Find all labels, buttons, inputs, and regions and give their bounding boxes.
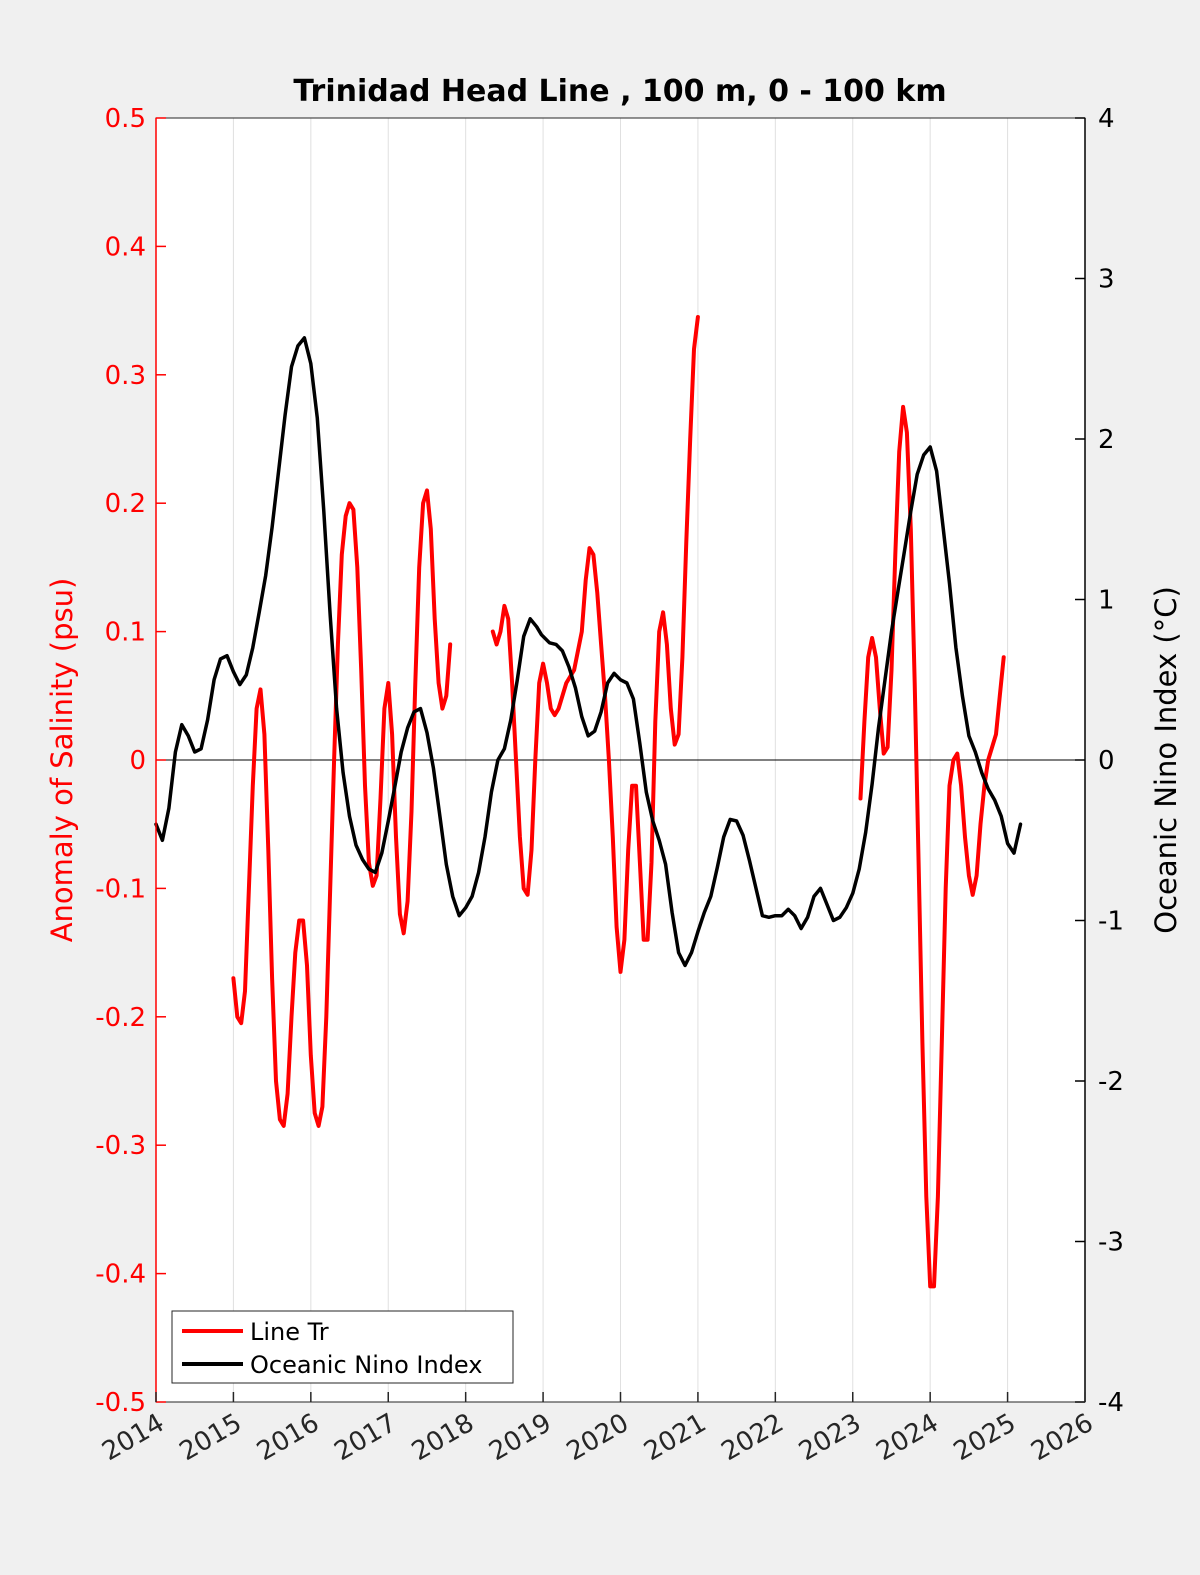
right-tick-label: 4 (1098, 104, 1115, 134)
legend: Line Tr Oceanic Nino Index (171, 1310, 514, 1384)
left-tick-label: -0.2 (95, 1003, 146, 1033)
right-axis-label: Oceanic Nino Index (°C) (1149, 586, 1183, 934)
right-tick-label: -1 (1098, 907, 1124, 937)
series-line-tr (231, 488, 453, 1128)
right-tick-label: 2 (1098, 425, 1115, 455)
legend-label-oni: Oceanic Nino Index (250, 1351, 482, 1379)
left-tick-label: 0.4 (105, 232, 146, 262)
right-tick-label: 0 (1098, 746, 1115, 776)
left-tick-label: -0.4 (95, 1260, 146, 1290)
left-tick-label: -0.1 (95, 874, 146, 904)
series-line-tr (858, 404, 1006, 1289)
left-tick-label: 0.3 (105, 361, 146, 391)
right-tick-label: -4 (1098, 1388, 1124, 1418)
left-axis-label: Anomaly of Salinity (psu) (45, 578, 79, 943)
right-axis: -4 -3 -2 -1 0 1 2 3 4 (1075, 104, 1124, 1418)
series-lines (154, 315, 1023, 1289)
legend-box (171, 1310, 514, 1384)
left-tick-label: -0.3 (95, 1131, 146, 1161)
left-tick-label: 0.5 (105, 104, 146, 134)
series-oni (154, 336, 1023, 968)
left-tick-label: 0.2 (105, 489, 146, 519)
right-tick-label: -3 (1098, 1228, 1124, 1258)
left-axis: -0.5 -0.4 -0.3 -0.2 -0.1 0 0.1 0.2 0.3 0.4 0.5 (95, 104, 166, 1418)
right-tick-label: 1 (1098, 586, 1115, 616)
legend-label-line-tr: Line Tr (250, 1318, 329, 1346)
left-tick-label: -0.5 (95, 1388, 146, 1418)
chart-title: Trinidad Head Line , 100 m, 0 - 100 km (293, 74, 946, 109)
right-tick-label: -2 (1098, 1067, 1124, 1097)
left-tick-label: 0.1 (105, 618, 146, 648)
left-tick-label: 0 (129, 746, 146, 776)
right-tick-label: 3 (1098, 265, 1115, 295)
series-line-tr (490, 315, 700, 974)
